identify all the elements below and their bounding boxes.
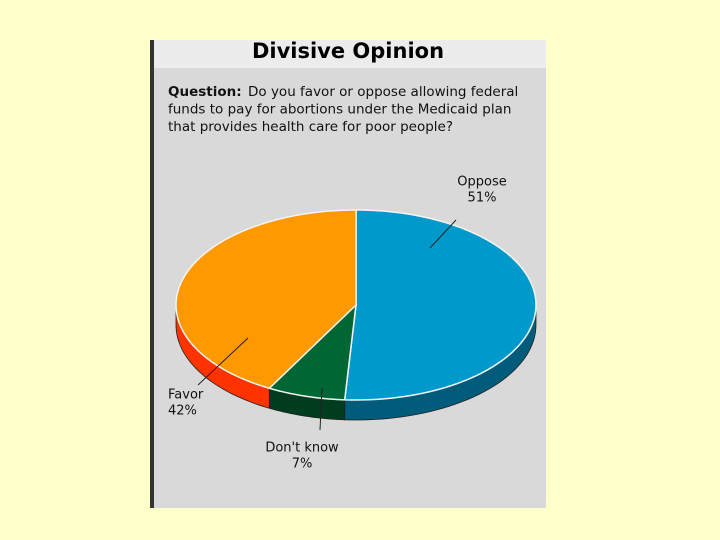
slice-value: 51%: [468, 191, 497, 206]
slice: [343, 209, 537, 401]
leader-line: [319, 387, 323, 431]
slice-label: Oppose: [457, 175, 506, 190]
title-bar: [154, 40, 546, 68]
slice: [175, 209, 357, 390]
question-label: Question:: [168, 84, 242, 100]
leader-line: [197, 337, 249, 386]
slice-label: Favor: [168, 388, 204, 403]
slice: [267, 303, 357, 401]
slice-value: 7%: [292, 457, 313, 472]
slice-label: Don't know: [265, 441, 339, 456]
question: Do you favor or oppose allowing federal f…: [168, 84, 518, 135]
chart-title: Divisive Opinion: [252, 39, 444, 63]
question-text: Do you favor or oppose allowing federal f…: [168, 84, 518, 135]
slice-value: 42%: [168, 404, 197, 419]
panel-edge: [150, 40, 154, 508]
leader-line: [429, 219, 457, 249]
